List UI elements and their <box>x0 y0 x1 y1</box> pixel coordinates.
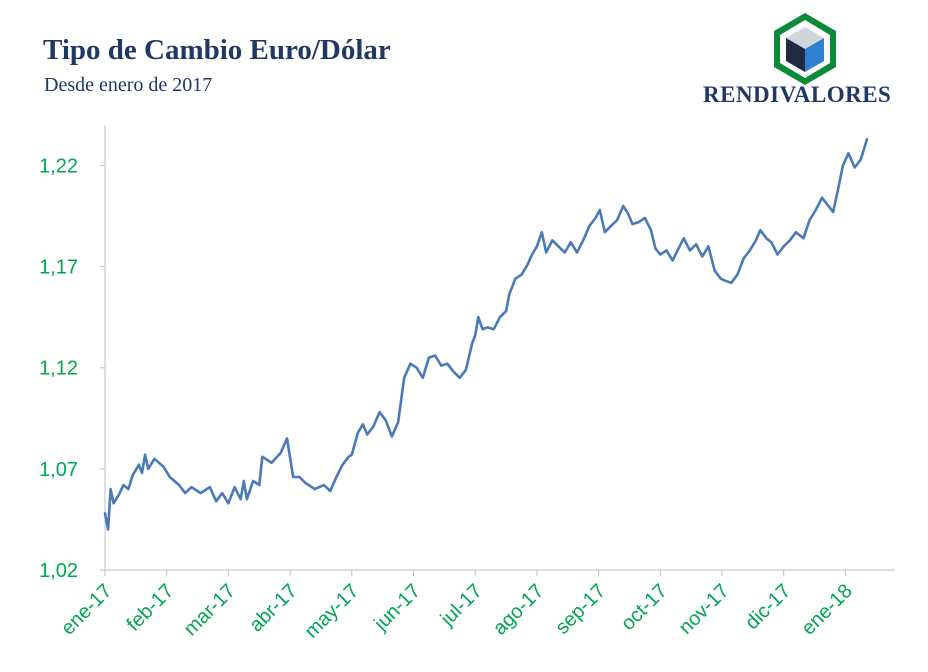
x-tick-label: jun-17 <box>369 580 425 636</box>
series-group <box>103 137 869 531</box>
x-tick-label: jul-17 <box>436 580 487 631</box>
y-tick-label: 1,07 <box>39 459 78 481</box>
x-tick-label: may-17 <box>301 580 364 643</box>
y-tick-label: 1,02 <box>39 560 78 582</box>
x-tick-label: nov-17 <box>675 580 734 639</box>
series-line-eur-usd <box>103 137 869 531</box>
chart-subtitle: Desde enero de 2017 <box>44 74 213 96</box>
x-tick-label: feb-17 <box>123 580 179 636</box>
x-tick-label: dic-17 <box>741 580 795 634</box>
y-tick-labels: 1,02 1,07 1,12 1,17 1,22 <box>39 155 105 582</box>
y-tick-label: 1,12 <box>39 358 78 380</box>
logo <box>774 13 836 85</box>
x-tick-label: ene-17 <box>57 580 117 640</box>
y-tick-label: 1,22 <box>39 155 78 177</box>
x-tick-label: oct-17 <box>617 580 672 635</box>
x-tick-label: ene-18 <box>797 580 857 640</box>
chart-title: Tipo de Cambio Euro/Dólar <box>43 34 391 66</box>
x-tick-label: sep-17 <box>551 580 610 639</box>
y-tick-label: 1,17 <box>39 257 78 279</box>
cube-icon <box>774 13 836 85</box>
logo-text: RENDIVALORES <box>703 82 892 107</box>
x-tick-label: mar-17 <box>180 580 240 640</box>
x-tick-label: abr-17 <box>245 580 301 636</box>
x-tick-label: ago-17 <box>489 580 549 640</box>
axes <box>104 125 895 571</box>
